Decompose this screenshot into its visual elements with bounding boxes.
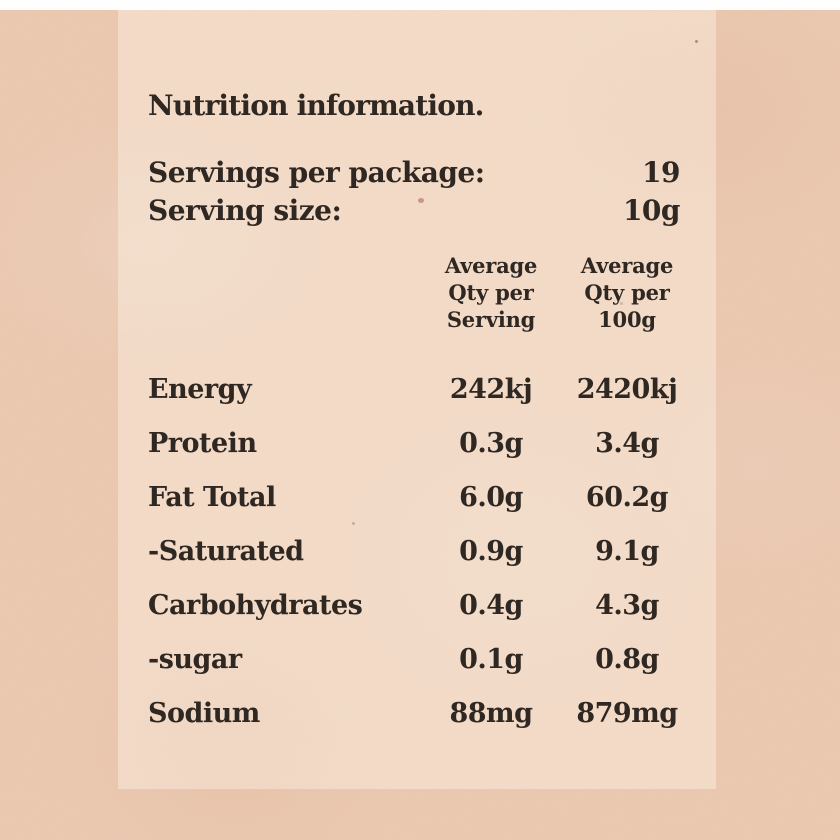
per-serving-value: 6.0g: [459, 482, 523, 513]
table-row-fat-total: Fat Total 6.0g 60.2g: [148, 483, 688, 513]
per-serving-value: 88mg: [449, 698, 533, 729]
serving-size-row: Serving size: 10g: [148, 192, 688, 230]
panel-title: Nutrition information.: [148, 89, 484, 122]
table-row-saturated: -Saturated 0.9g 9.1g: [148, 537, 688, 567]
per-serving-value: 242kj: [449, 374, 533, 405]
servings-per-package-row: Servings per package: 19: [148, 154, 688, 192]
per-serving-value: 0.9g: [459, 536, 523, 567]
per-100g-value: 60.2g: [585, 482, 669, 513]
serving-info: Servings per package: 19 Serving size: 1…: [148, 154, 688, 230]
nutrient-name: -sugar: [148, 644, 242, 675]
servings-per-package-value: 19: [642, 156, 680, 189]
table-row-protein: Protein 0.3g 3.4g: [148, 429, 688, 459]
table-row-sugar: -sugar 0.1g 0.8g: [148, 645, 688, 675]
table-header-row: Average Qty per Serving Average Qty per …: [148, 252, 688, 333]
nutrient-name: -Saturated: [148, 536, 304, 567]
per-100g-value: 879mg: [576, 698, 678, 729]
serving-size-label: Serving size:: [148, 194, 342, 227]
per-serving-value: 0.1g: [459, 644, 523, 675]
per-100g-value: 4.3g: [595, 590, 659, 621]
nutrient-name: Energy: [148, 374, 252, 405]
per-100g-value: 9.1g: [595, 536, 659, 567]
nutrient-table: Average Qty per Serving Average Qty per …: [148, 252, 688, 729]
servings-per-package-label: Servings per package:: [148, 156, 485, 189]
nutrient-name: Carbohydrates: [148, 590, 363, 621]
table-row-energy: Energy 242kj 2420kj: [148, 375, 688, 405]
per-100g-value: 0.8g: [595, 644, 659, 675]
per-serving-value: 0.4g: [459, 590, 523, 621]
per-100g-value: 3.4g: [595, 428, 659, 459]
nutrient-name: Sodium: [148, 698, 260, 729]
nutrient-name: Protein: [148, 428, 257, 459]
nutrient-name: Fat Total: [148, 482, 276, 513]
per-100g-value: 2420kj: [576, 374, 678, 405]
kraft-paper-background: Nutrition information. Servings per pack…: [0, 10, 840, 840]
per-100g-column-header: Average Qty per 100g: [580, 253, 674, 332]
serving-size-value: 10g: [622, 194, 681, 227]
per-serving-value: 0.3g: [459, 428, 523, 459]
nutrition-panel: Nutrition information. Servings per pack…: [148, 88, 688, 753]
table-row-sodium: Sodium 88mg 879mg: [148, 699, 688, 729]
per-serving-column-header: Average Qty per Serving: [444, 253, 538, 332]
table-row-carbohydrates: Carbohydrates 0.4g 4.3g: [148, 591, 688, 621]
